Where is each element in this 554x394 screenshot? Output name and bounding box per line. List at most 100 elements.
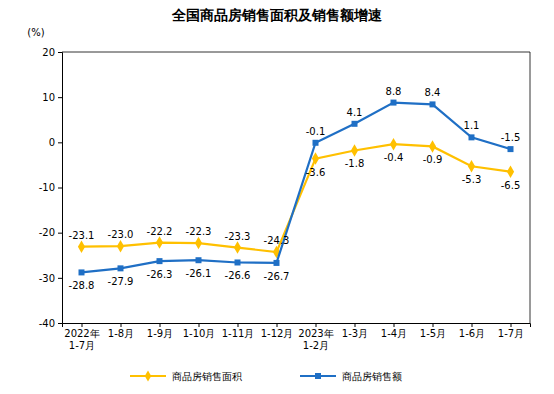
y-tick-mark	[58, 188, 62, 189]
x-tick-mark	[472, 323, 473, 327]
x-tick-mark	[394, 323, 395, 327]
series-marker	[117, 240, 124, 252]
x-tick-mark	[277, 323, 278, 327]
legend-item: 商品房销售面积	[130, 370, 242, 382]
x-tick-label: 1-11月	[222, 328, 255, 339]
x-tick: 1-6月	[459, 323, 485, 339]
chart-title: 全国商品房销售面积及销售额增速	[171, 7, 383, 23]
y-tick: 0	[49, 137, 62, 148]
series-marker	[507, 165, 514, 177]
data-label: 8.4	[425, 87, 441, 98]
y-tick: 10	[42, 92, 62, 103]
series-line	[82, 103, 511, 273]
x-tick-label: 1-12月	[261, 328, 294, 339]
series-marker	[313, 140, 319, 146]
y-tick: -10	[39, 182, 62, 193]
series-marker	[234, 241, 241, 253]
data-label: -0.1	[306, 126, 326, 137]
y-tick-label: 20	[42, 47, 55, 58]
plot-frame	[62, 52, 530, 53]
series-marker	[156, 236, 163, 248]
y-tick-label: -10	[39, 182, 55, 193]
data-label: -22.3	[186, 226, 212, 237]
x-tick: 1-11月	[222, 323, 255, 339]
plot-area	[78, 100, 514, 276]
y-tick-label: -40	[39, 318, 55, 329]
x-tick-label: 2023年1-2月	[298, 328, 333, 351]
x-tick: 1-4月	[381, 323, 407, 339]
data-label: -0.9	[423, 154, 443, 165]
x-tick-label: 1-10月	[183, 328, 216, 339]
series-marker	[430, 101, 436, 107]
y-tick-label: -20	[39, 227, 55, 238]
y-tick: -30	[39, 273, 62, 284]
data-label: 8.8	[386, 86, 402, 97]
chart: 全国商品房销售面积及销售额增速 (%) -40 -30 -20 -10 0 10 20 2022年…	[0, 0, 554, 394]
x-tick-mark	[433, 323, 434, 327]
data-label: -3.6	[306, 167, 326, 178]
y-axis-label: (%)	[27, 27, 44, 38]
data-label: -0.4	[384, 152, 404, 163]
x-tick-label: 1-9月	[147, 328, 173, 339]
x-tick-label: 1-6月	[459, 328, 485, 339]
x-tick-mark	[121, 323, 122, 327]
x-tick: 1-10月	[183, 323, 216, 339]
y-tick: 20	[42, 47, 62, 58]
series-marker	[79, 269, 85, 275]
y-axis: -40 -30 -20 -10 0 10 20	[39, 47, 63, 329]
x-tick: 2023年1-2月	[298, 323, 333, 351]
series-marker	[78, 240, 85, 252]
data-label: -1.5	[501, 132, 521, 143]
legend-marker	[315, 373, 321, 379]
series-marker	[196, 257, 202, 263]
data-label: -26.7	[264, 271, 290, 282]
data-label: -23.1	[69, 230, 95, 241]
legend-label: 商品房销售额	[342, 371, 402, 382]
x-tick: 1-5月	[420, 323, 446, 339]
data-labels: -23.1-23.0-22.2-22.3-23.3-24.3-3.6-1.8-0…	[69, 86, 521, 292]
x-axis: 2022年1-7月1-8月1-9月1-10月1-11月1-12月2023年1-2…	[63, 323, 531, 351]
data-label: -1.8	[345, 158, 365, 169]
series-marker	[274, 260, 280, 266]
data-label: -28.8	[69, 280, 95, 291]
x-tick-label: 1-3月	[342, 328, 368, 339]
y-axis-line	[58, 53, 63, 324]
x-tick: 1-7月	[498, 323, 524, 339]
series-marker	[235, 259, 241, 265]
x-tick-mark	[238, 323, 239, 327]
series-marker	[469, 134, 475, 140]
x-tick: 1-12月	[261, 323, 294, 339]
y-tick-mark	[58, 142, 62, 143]
x-tick-mark	[160, 323, 161, 327]
y-tick-mark	[58, 52, 62, 53]
series-marker	[390, 138, 397, 150]
x-tick: 1-9月	[147, 323, 173, 339]
data-label: -27.9	[108, 276, 134, 287]
y-tick: -20	[39, 227, 62, 238]
x-tick-mark	[199, 323, 200, 327]
data-label: -24.3	[264, 235, 290, 246]
x-axis-line	[63, 324, 531, 328]
series-marker	[468, 160, 475, 172]
x-tick: 2022年1-7月	[64, 323, 99, 351]
x-tick-label: 2022年1-7月	[64, 328, 99, 351]
y-tick-mark	[58, 323, 62, 324]
series-marker	[312, 152, 319, 164]
series-marker	[118, 265, 124, 271]
series-marker	[352, 121, 358, 127]
data-label: -23.0	[108, 229, 134, 240]
data-label: 4.1	[347, 107, 363, 118]
legend-marker	[145, 370, 151, 381]
data-label: -5.3	[462, 174, 482, 185]
x-tick-label: 1-7月	[498, 328, 524, 339]
series-marker	[157, 258, 163, 264]
y-tick-mark	[58, 233, 62, 234]
y-tick-label: 10	[42, 92, 55, 103]
legend: 商品房销售面积 商品房销售额	[130, 370, 402, 382]
y-tick-mark	[58, 97, 62, 98]
x-tick-mark	[316, 323, 317, 327]
series-marker	[429, 140, 436, 152]
data-label: -26.3	[147, 269, 173, 280]
y-tick-label: 0	[49, 137, 55, 148]
data-label: -26.6	[225, 270, 251, 281]
